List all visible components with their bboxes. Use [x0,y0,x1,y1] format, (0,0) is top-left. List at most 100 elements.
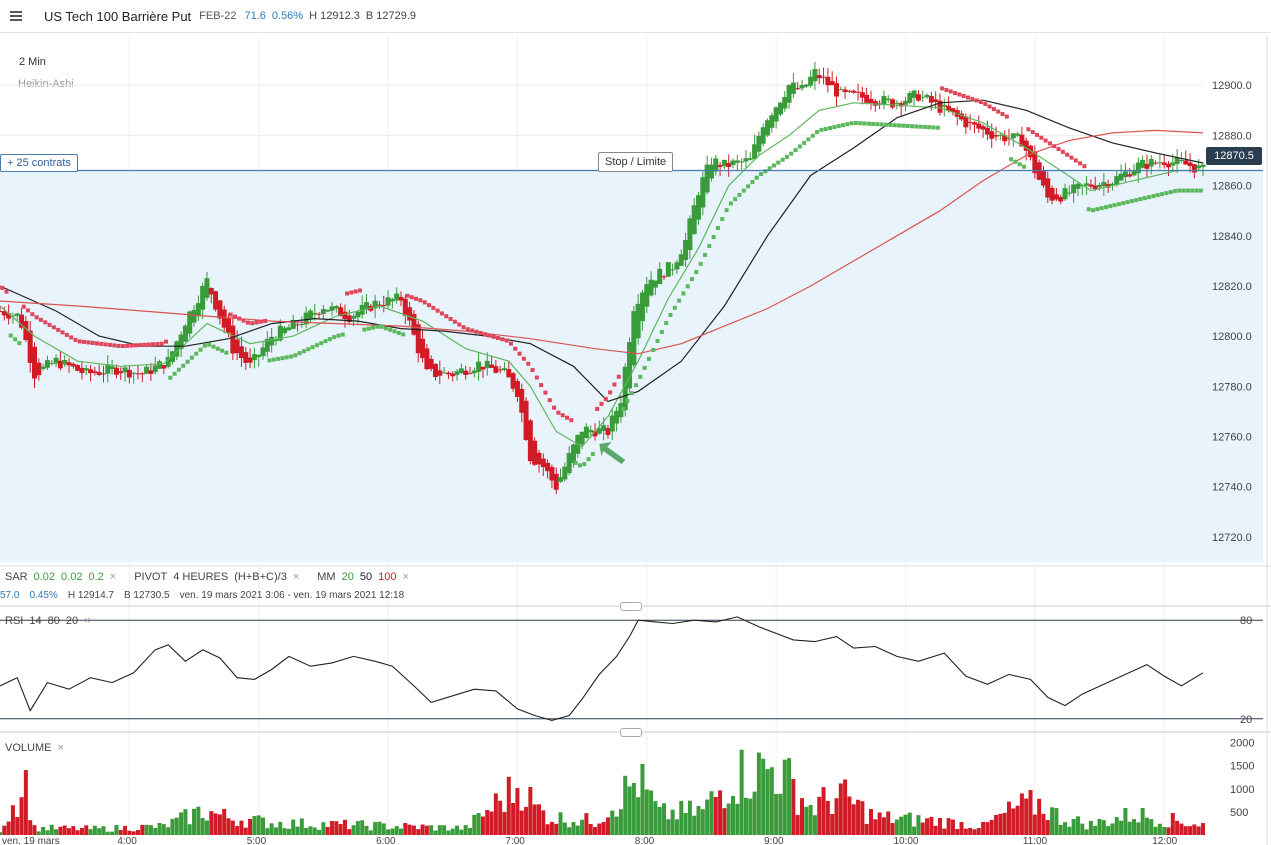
volume-bar [424,825,429,835]
candle-body [329,306,335,311]
timeframe-label[interactable]: 2 Min [19,56,46,68]
candle-body [1114,176,1120,185]
candle-body [389,299,395,302]
volume-bar [84,825,89,835]
remove-mm-icon[interactable]: × [402,571,409,583]
indicators-legend: SAR 0.02 0.02 0.2 × PIVOT 4 HEURES (H+B+… [5,571,409,583]
sar-dot [151,342,156,347]
stop-limit-button[interactable]: Stop / Limite [598,152,674,172]
remove-sar-icon[interactable]: × [109,571,117,583]
x-date-label: ven. 19 mars [2,836,60,845]
candle-body [88,369,94,374]
candle-body [510,373,516,389]
volume-bar [1075,816,1080,835]
pivot-label[interactable]: PIVOT [134,571,168,583]
sar-dot [1142,196,1147,201]
candle-body [126,369,132,378]
sar-dot [202,343,207,348]
sar-dot [241,318,246,323]
volume-bar [580,819,585,835]
sar-dot [521,356,526,361]
sar-dot [724,208,729,213]
sar-dot [358,288,363,293]
candle-body [730,160,736,165]
sar-dot [849,121,854,126]
remove-rsi-icon[interactable]: × [84,615,91,627]
volume-bar [515,788,520,835]
instrument-expiry: FEB-22 [199,10,237,22]
volume-bar [502,812,507,835]
candle-body [536,452,542,465]
volume-bar [881,817,886,835]
volume-bar [1058,824,1063,835]
candle-body [376,304,382,306]
sar-dot [720,217,725,222]
sar-dot [646,356,651,361]
sar-label[interactable]: SAR [5,571,28,583]
volume-bar [800,798,804,835]
sar-dot [133,343,138,348]
candle-body [467,372,473,374]
candle-body [307,310,313,319]
volume-bar [1041,813,1046,835]
candle-body [963,116,969,128]
candle-body [657,268,663,285]
sar-dot [530,368,535,373]
candle-body [937,100,943,113]
sar-param-2: 0.02 [61,571,83,583]
sar-dot [754,175,759,180]
sar-dot [1177,188,1182,193]
candle-body [355,311,361,318]
candle-body [182,325,188,342]
chart-type-label[interactable]: Heikin-Ashi [18,78,74,90]
rsi-label[interactable]: RSI [5,615,24,627]
volume-bar [649,790,654,835]
volume-bar [209,811,214,835]
volume-bar [972,829,977,835]
candle-body [665,262,671,277]
candle-body [139,373,145,375]
contracts-button[interactable]: + 25 contrats [0,154,78,172]
sar-dot [978,100,983,105]
volume-bar [696,805,701,835]
candle-body [243,352,249,363]
volume-bar [860,801,865,835]
candle-body [217,300,223,319]
pane-resize-handle-price[interactable] [620,602,642,611]
sar-dot [13,337,18,342]
pane-resize-handle-rsi[interactable] [620,728,642,737]
sar-dot [362,327,367,332]
volume-bar [49,824,54,835]
volume-label[interactable]: VOLUME [5,742,52,754]
session-stats: 57.0 0.45% H 12914.7 B 12730.5 ven. 19 m… [0,590,404,601]
volume-bar [756,752,761,835]
sar-dot [935,125,940,130]
sar-dot [345,291,350,296]
candle-body [351,315,357,319]
sar-dot [1078,161,1083,166]
candle-body [27,330,33,363]
candle-body [1,311,7,316]
sar-dot [323,339,328,344]
candle-body [165,357,171,367]
candle-body [174,341,180,357]
x-tick-label: 9:00 [764,836,784,845]
hamburger-menu-icon[interactable] [10,11,22,21]
mm-label[interactable]: MM [317,571,336,583]
remove-pivot-icon[interactable]: × [292,571,300,583]
candle-body [195,303,201,317]
candle-body [238,346,244,358]
instrument-name[interactable]: US Tech 100 Barrière Put [44,8,192,24]
candle-body [506,369,512,378]
remove-volume-icon[interactable]: × [57,742,64,754]
sar-dot [181,363,186,368]
sar-dot [263,318,268,323]
candle-body [1200,164,1206,167]
candle-body [75,365,81,371]
volume-bar [1054,808,1059,835]
sar-dot [457,322,462,327]
candle-body [338,307,344,317]
volume-bar [2,825,7,835]
volume-bar [812,815,817,835]
